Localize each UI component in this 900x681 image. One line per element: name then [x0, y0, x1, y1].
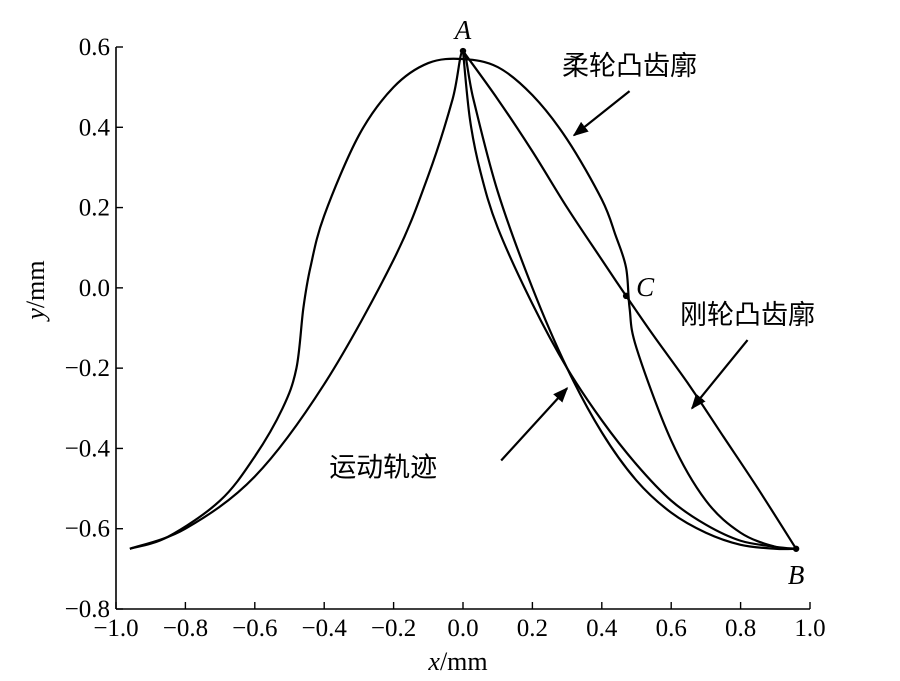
- annotation-arrow-2: [692, 340, 748, 408]
- y-ticks: 0.6 0.4 0.2 0.0 −0.2 −0.4 −0.6 −0.8: [65, 34, 123, 623]
- y-tick-label: 0.4: [79, 114, 111, 141]
- x-tick-label: −0.8: [163, 615, 208, 642]
- x-axis-label: x/mm: [427, 647, 487, 676]
- annotation-label-1: 柔轮凸齿廓: [562, 51, 697, 82]
- y-axis-var: y: [21, 308, 50, 323]
- x-tick-label: 0.6: [656, 615, 687, 642]
- x-tick-label: 1.0: [794, 615, 825, 642]
- point-marker-c: [623, 293, 629, 299]
- x-tick-label: −0.6: [232, 615, 277, 642]
- y-axis-unit: /mm: [21, 260, 50, 308]
- y-tick-label: 0.6: [79, 34, 110, 61]
- x-ticks: −1.0 −0.8 −0.6 −0.4 −0.2 0.0 0.2 0.4 0.6 0.8 1.0: [93, 602, 825, 642]
- point-label-b: B: [788, 560, 805, 590]
- point-label-a: A: [453, 15, 472, 45]
- y-tick-label: −0.8: [65, 596, 110, 623]
- x-tick-label: 0.2: [517, 615, 548, 642]
- point-marker-a: [460, 48, 466, 54]
- annotation-arrow-3: [501, 388, 567, 460]
- point-label-c: C: [636, 272, 655, 302]
- y-tick-label: 0.0: [79, 275, 110, 302]
- y-axis-label: y/mm: [21, 260, 50, 322]
- x-tick-label: 0.0: [447, 615, 478, 642]
- x-tick-label: −0.4: [302, 615, 348, 642]
- annotation-label-2: 刚轮凸齿廓: [680, 300, 815, 331]
- x-axis-var: x: [427, 647, 440, 676]
- x-tick-label: 0.4: [586, 615, 618, 642]
- y-tick-label: −0.6: [65, 516, 110, 543]
- annotation-label-3: 运动轨迹: [329, 453, 437, 484]
- annotation-arrow-1: [574, 91, 630, 135]
- x-tick-label: −0.2: [371, 615, 416, 642]
- y-tick-label: −0.4: [65, 435, 111, 462]
- point-marker-b: [793, 546, 799, 552]
- x-axis-unit: /mm: [440, 647, 488, 676]
- y-tick-label: −0.2: [65, 355, 110, 382]
- x-tick-label: 0.8: [725, 615, 756, 642]
- y-tick-label: 0.2: [79, 195, 110, 222]
